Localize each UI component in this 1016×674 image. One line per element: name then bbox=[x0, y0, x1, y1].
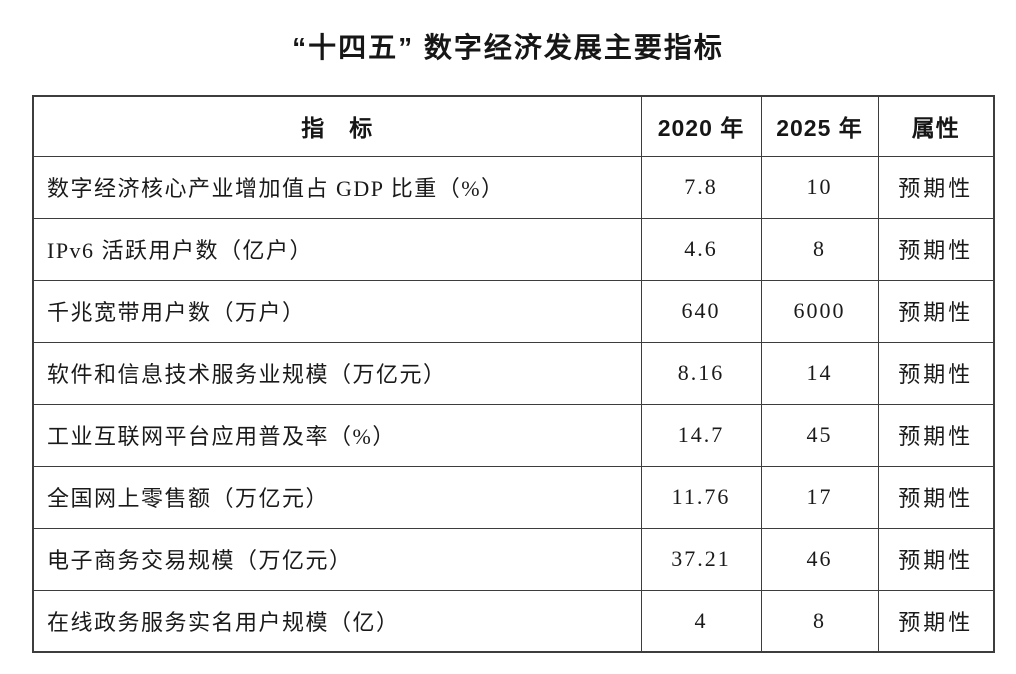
cell-attribute: 预期性 bbox=[877, 403, 995, 467]
cell-2025-value: 14 bbox=[760, 341, 879, 405]
cell-indicator: IPv6 活跃用户数（亿户） bbox=[32, 217, 642, 281]
cell-2025-value: 46 bbox=[760, 527, 879, 591]
table-row: IPv6 活跃用户数（亿户） 4.6 8 预期性 bbox=[32, 217, 995, 281]
cell-indicator: 千兆宽带用户数（万户） bbox=[32, 279, 642, 343]
page-title: “十四五” 数字经济发展主要指标 bbox=[292, 32, 724, 63]
cell-2020-value: 7.8 bbox=[640, 155, 762, 219]
table-row: 软件和信息技术服务业规模（万亿元） 8.16 14 预期性 bbox=[32, 341, 995, 405]
cell-attribute: 预期性 bbox=[877, 589, 995, 653]
table-row: 千兆宽带用户数（万户） 640 6000 预期性 bbox=[32, 279, 995, 343]
col-header-2020: 2020 年 bbox=[640, 95, 762, 157]
cell-2020-value: 4 bbox=[640, 589, 762, 653]
cell-2020-value: 8.16 bbox=[640, 341, 762, 405]
table-row: 电子商务交易规模（万亿元） 37.21 46 预期性 bbox=[32, 527, 995, 591]
cell-2020-value: 14.7 bbox=[640, 403, 762, 467]
col-header-attribute: 属性 bbox=[877, 95, 995, 157]
cell-indicator: 在线政务服务实名用户规模（亿） bbox=[32, 589, 642, 653]
cell-attribute: 预期性 bbox=[877, 527, 995, 591]
cell-2020-value: 37.21 bbox=[640, 527, 762, 591]
cell-indicator: 软件和信息技术服务业规模（万亿元） bbox=[32, 341, 642, 405]
cell-2025-value: 6000 bbox=[760, 279, 879, 343]
table-row: 工业互联网平台应用普及率（%） 14.7 45 预期性 bbox=[32, 403, 995, 467]
cell-attribute: 预期性 bbox=[877, 341, 995, 405]
cell-indicator: 工业互联网平台应用普及率（%） bbox=[32, 403, 642, 467]
cell-indicator: 全国网上零售额（万亿元） bbox=[32, 465, 642, 529]
table-row: 在线政务服务实名用户规模（亿） 4 8 预期性 bbox=[32, 589, 995, 653]
cell-2020-value: 11.76 bbox=[640, 465, 762, 529]
cell-2025-value: 10 bbox=[760, 155, 879, 219]
col-header-2025: 2025 年 bbox=[760, 95, 879, 157]
cell-indicator: 电子商务交易规模（万亿元） bbox=[32, 527, 642, 591]
table-header-row: 指 标 2020 年 2025 年 属性 bbox=[32, 95, 995, 157]
cell-indicator: 数字经济核心产业增加值占 GDP 比重（%） bbox=[32, 155, 642, 219]
cell-2025-value: 8 bbox=[760, 217, 879, 281]
col-header-indicator: 指 标 bbox=[32, 95, 642, 157]
cell-attribute: 预期性 bbox=[877, 155, 995, 219]
table-row: 全国网上零售额（万亿元） 11.76 17 预期性 bbox=[32, 465, 995, 529]
cell-attribute: 预期性 bbox=[877, 465, 995, 529]
cell-attribute: 预期性 bbox=[877, 217, 995, 281]
cell-2020-value: 4.6 bbox=[640, 217, 762, 281]
cell-attribute: 预期性 bbox=[877, 279, 995, 343]
cell-2025-value: 17 bbox=[760, 465, 879, 529]
cell-2025-value: 8 bbox=[760, 589, 879, 653]
cell-2020-value: 640 bbox=[640, 279, 762, 343]
indicators-table: 指 标 2020 年 2025 年 属性 数字经济核心产业增加值占 GDP 比重… bbox=[32, 95, 995, 653]
table-row: 数字经济核心产业增加值占 GDP 比重（%） 7.8 10 预期性 bbox=[32, 155, 995, 219]
cell-2025-value: 45 bbox=[760, 403, 879, 467]
